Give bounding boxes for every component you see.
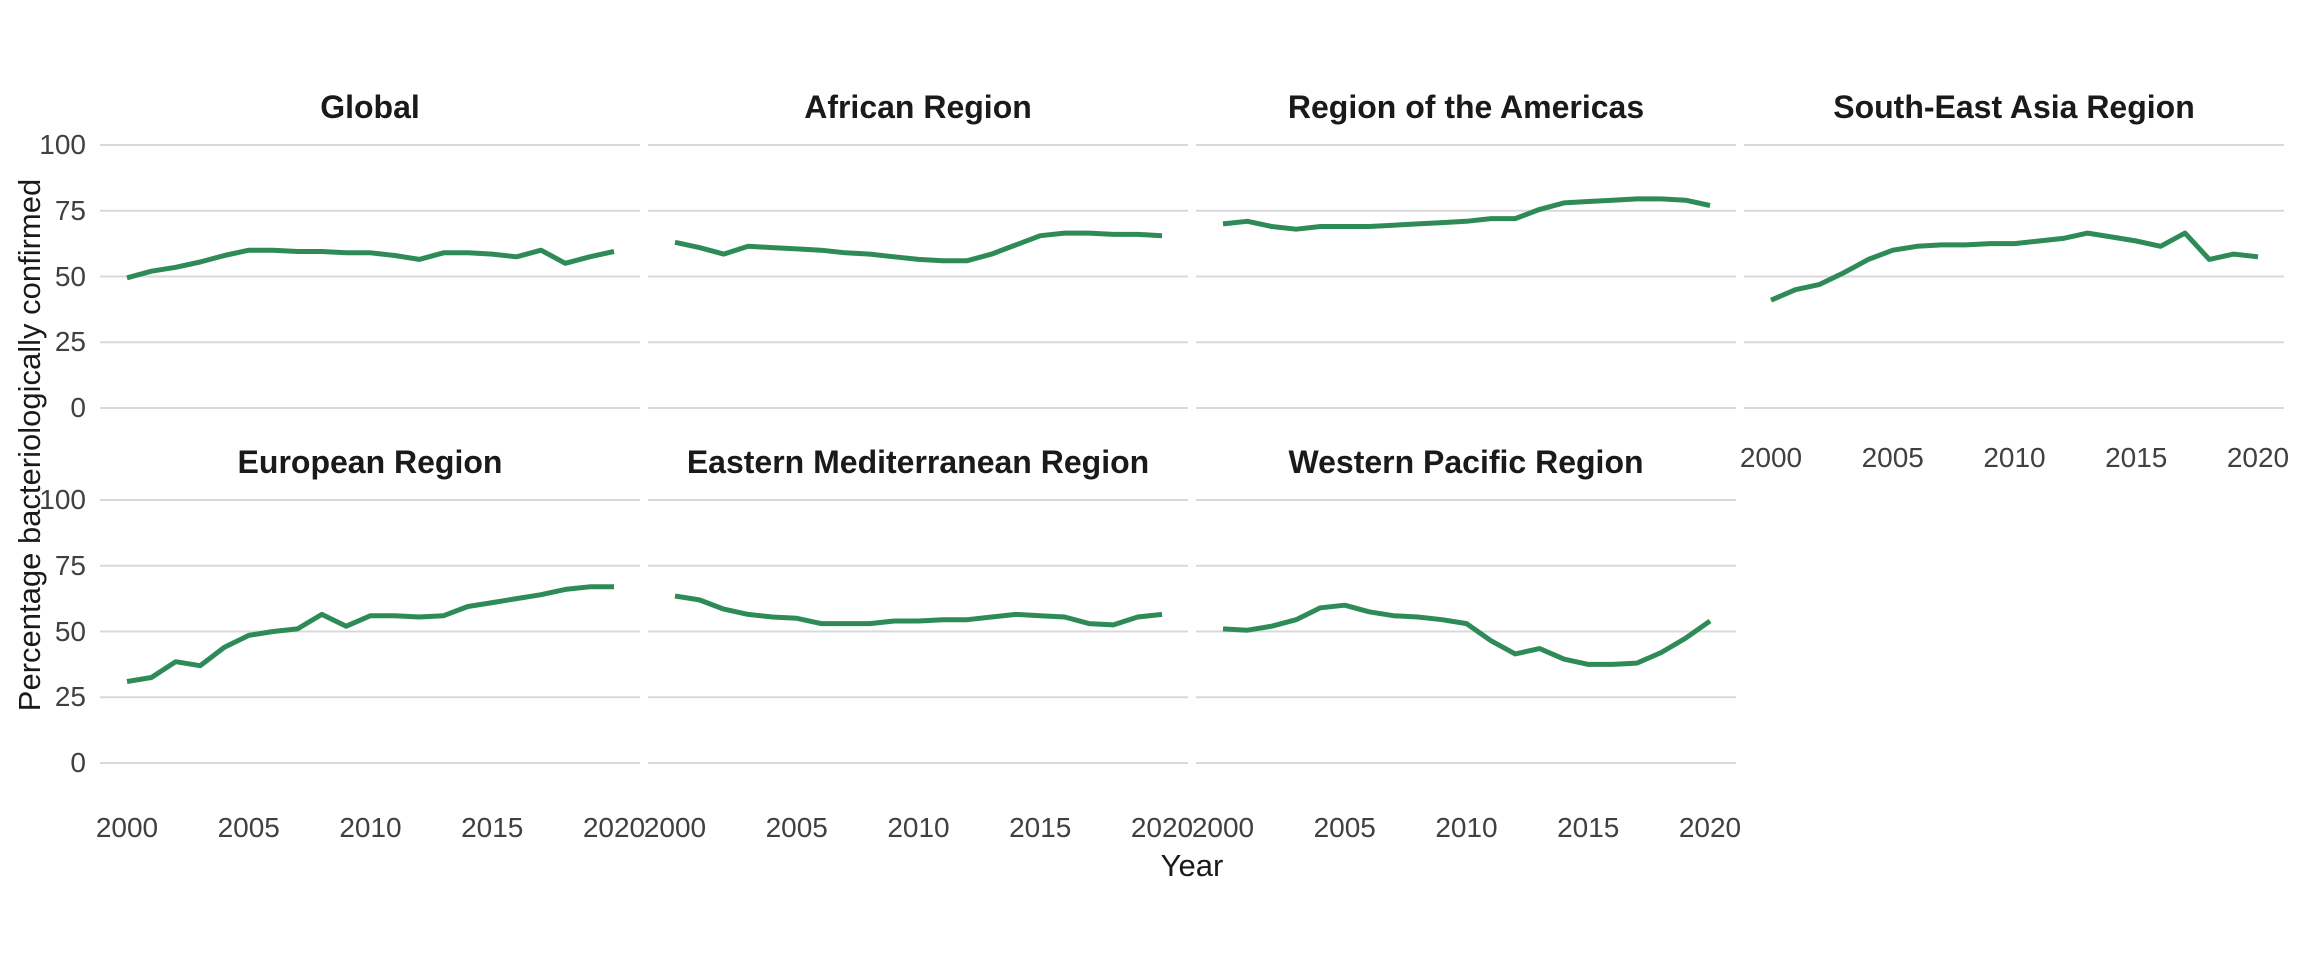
panel-plot-south-east-asia-region (1744, 144, 2284, 409)
x-tick-label-south-east-asia-region-2015: 2015 (2105, 442, 2168, 473)
panel-title-region-of-the-americas: Region of the Americas (1287, 89, 1645, 125)
y-tick-label-row2-50: 50 (54, 615, 86, 647)
x-tick-label-european-region-2000: 2000 (95, 812, 159, 843)
x-tick-label-european-region-2010: 2010 (339, 812, 402, 843)
data-line-eastern-mediterranean-region (674, 593, 1163, 628)
x-tick-label-south-east-asia-region-2000: 2000 (1739, 442, 1803, 473)
y-tick-label-row1-0: 0 (70, 392, 86, 423)
panel-plot-eastern-mediterranean-region (648, 499, 1188, 764)
y-tick-label-row2-100: 100 (39, 484, 86, 515)
x-tick-label-european-region-2015: 2015 (461, 812, 524, 843)
data-line-region-of-the-americas (1222, 196, 1711, 232)
x-tick-label-western-pacific-region-2010: 2010 (1435, 812, 1498, 843)
x-tick-label-western-pacific-region-2015: 2015 (1557, 812, 1620, 843)
panel-plot-global (100, 144, 640, 409)
x-tick-label-eastern-mediterranean-region-2005: 2005 (765, 812, 828, 843)
y-tick-label-row2-25: 25 (54, 681, 86, 713)
data-line-western-pacific-region (1222, 602, 1712, 667)
x-tick-label-european-region-2020: 2020 (582, 812, 646, 843)
panel-plot-region-of-the-americas (1196, 144, 1736, 409)
y-tick-label-row1-25: 25 (54, 326, 86, 358)
data-line-european-region (126, 584, 614, 684)
y-tick-label-row2-0: 0 (70, 747, 86, 778)
panel-plot-western-pacific-region (1196, 499, 1736, 764)
x-tick-label-south-east-asia-region-2005: 2005 (1861, 442, 1924, 473)
x-tick-label-western-pacific-region-2005: 2005 (1313, 812, 1376, 843)
x-tick-label-eastern-mediterranean-region-2020: 2020 (1130, 812, 1194, 843)
data-line-global (126, 247, 615, 281)
y-tick-label-row1-75: 75 (54, 194, 86, 226)
x-axis-title: Year (1160, 848, 1224, 883)
x-tick-label-eastern-mediterranean-region-2000: 2000 (643, 812, 707, 843)
panel-title-south-east-asia-region: South-East Asia Region (1833, 89, 2195, 125)
x-tick-label-eastern-mediterranean-region-2015: 2015 (1009, 812, 1072, 843)
panel-title-eastern-mediterranean-region: Eastern Mediterranean Region (686, 444, 1150, 480)
panel-title-european-region: European Region (237, 444, 503, 480)
x-tick-label-south-east-asia-region-2010: 2010 (1983, 442, 2046, 473)
x-tick-label-eastern-mediterranean-region-2010: 2010 (887, 812, 950, 843)
data-line-south-east-asia-region (1770, 230, 2259, 303)
x-tick-label-western-pacific-region-2020: 2020 (1678, 812, 1742, 843)
panel-title-african-region: African Region (804, 89, 1032, 125)
x-tick-label-south-east-asia-region-2020: 2020 (2226, 442, 2290, 473)
panel-plot-european-region (100, 499, 640, 764)
panel-plot-african-region (648, 144, 1188, 409)
x-tick-label-western-pacific-region-2000: 2000 (1191, 812, 1255, 843)
x-tick-label-european-region-2005: 2005 (217, 812, 280, 843)
y-tick-label-row1-50: 50 (54, 260, 86, 292)
panel-title-global: Global (320, 89, 420, 125)
panel-title-western-pacific-region: Western Pacific Region (1288, 444, 1644, 480)
y-tick-label-row1-100: 100 (39, 129, 86, 160)
y-tick-label-row2-75: 75 (54, 549, 86, 581)
data-line-african-region (674, 230, 1163, 264)
